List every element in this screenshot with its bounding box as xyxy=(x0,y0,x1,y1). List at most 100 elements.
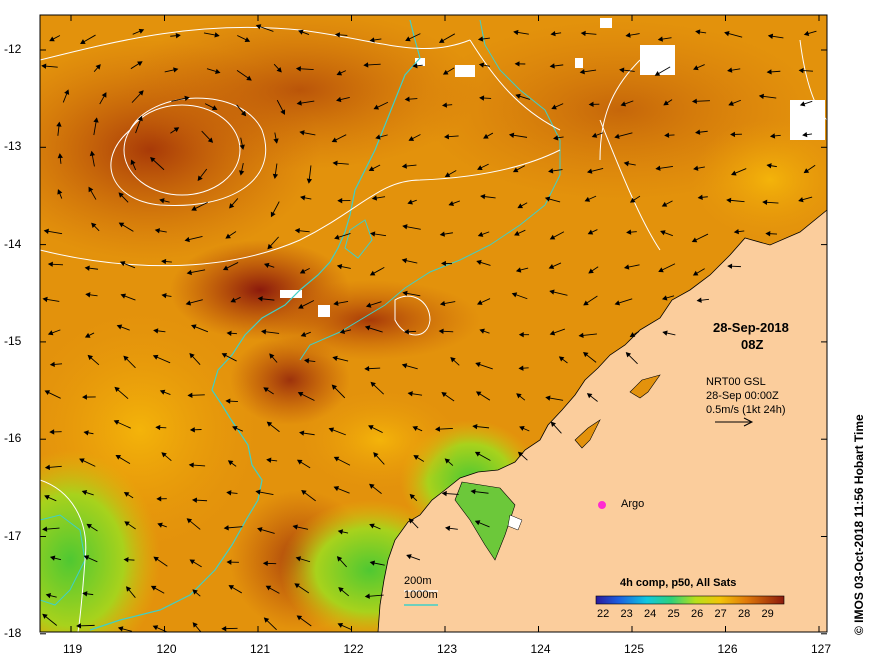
current-arrow-head xyxy=(138,28,145,34)
current-arrow-head xyxy=(798,197,804,203)
lon-tick-label: 124 xyxy=(530,642,551,656)
current-arrow-head xyxy=(123,492,130,497)
current-arrow-head xyxy=(517,451,524,457)
current-arrow-head xyxy=(439,300,446,307)
current-arrow-head xyxy=(113,420,120,425)
lon-tick-label: 120 xyxy=(156,642,177,656)
current-arrow-head xyxy=(587,229,594,235)
current-arrow-head xyxy=(296,100,302,106)
current-arrow-head xyxy=(583,300,589,306)
current-arrow-head xyxy=(696,297,702,303)
colorbar-tick-label: 29 xyxy=(761,608,774,620)
current-arrow-head xyxy=(123,557,129,563)
current-arrow-head xyxy=(225,398,231,404)
current-time: 28-Sep 00:00Z xyxy=(706,390,779,402)
current-arrow-head xyxy=(159,389,166,395)
current-arrow-head xyxy=(299,268,306,274)
current-arrow-head xyxy=(159,198,165,204)
current-arrow-head xyxy=(726,197,732,204)
current-arrow-head xyxy=(150,157,156,163)
current-arrow-head xyxy=(82,394,87,400)
current-arrow-head xyxy=(558,356,565,362)
current-arrow-head xyxy=(118,192,124,198)
current-arrow-head xyxy=(654,71,661,76)
current-arrow-head xyxy=(369,560,376,566)
current-arrow-head xyxy=(226,490,232,496)
current-arrow-head xyxy=(762,199,768,205)
colorbar-tick-label: 25 xyxy=(667,608,680,620)
current-arrow-head xyxy=(44,464,51,471)
current-source: NRT00 GSL xyxy=(706,376,766,388)
current-arrow-head xyxy=(57,189,63,195)
current-arrow-head xyxy=(93,117,99,123)
lat-tick-label: -12 xyxy=(4,42,22,56)
current-arrow-head xyxy=(298,29,304,35)
current-arrow-head xyxy=(41,63,47,69)
current-arrow-head xyxy=(444,458,451,464)
current-arrow-head xyxy=(544,196,551,202)
current-arrow-head xyxy=(188,462,194,468)
current-arrow-head xyxy=(333,300,339,306)
current-arrow-head xyxy=(84,265,90,271)
current-arrow-head xyxy=(475,362,481,368)
current-arrow-head xyxy=(83,555,90,561)
current-arrow-head xyxy=(655,165,661,171)
current-arrow-head xyxy=(514,61,520,67)
current-arrow-head xyxy=(336,556,343,562)
current-arrow-head xyxy=(244,37,251,42)
current-arrow-head xyxy=(550,421,557,427)
current-arrow-head xyxy=(579,69,585,75)
map-date: 28-Sep-2018 xyxy=(713,320,789,335)
lat-tick-label: -13 xyxy=(4,139,22,154)
current-arrow-head xyxy=(192,589,198,595)
current-arrow-head xyxy=(263,387,269,393)
current-arrow-head xyxy=(187,392,193,398)
current-arrow-head xyxy=(81,490,88,496)
current-arrow-head xyxy=(803,168,810,174)
colorbar-tick-label: 27 xyxy=(714,608,727,620)
current-arrow-head xyxy=(156,496,162,502)
current-arrow-head xyxy=(225,233,231,239)
credit-line: © IMOS 03-Oct-2018 11:56 Hobart Time xyxy=(852,414,866,635)
current-arrow-head xyxy=(263,617,270,623)
current-arrow-head xyxy=(802,131,808,138)
current-arrow-head xyxy=(588,101,594,108)
current-arrow-head xyxy=(43,228,49,234)
current-arrow-head xyxy=(189,427,195,433)
current-arrow-head xyxy=(583,351,589,358)
current-arrow-head xyxy=(239,170,245,176)
current-arrow-head xyxy=(184,236,190,243)
current-arrow-head xyxy=(334,32,340,38)
current-arrow-head xyxy=(614,133,620,139)
current-arrow-head xyxy=(620,101,627,107)
current-arrow-head xyxy=(336,96,342,103)
current-arrow-head xyxy=(435,426,441,432)
current-arrow-head xyxy=(153,556,159,562)
depth-label-200: 200m xyxy=(404,575,432,587)
current-arrow-head xyxy=(64,89,70,95)
current-arrow-head xyxy=(697,194,703,200)
current-arrow-head xyxy=(138,90,144,96)
lat-tick-label: -18 xyxy=(4,625,22,640)
current-arrow-head xyxy=(438,328,444,334)
current-arrow-head xyxy=(175,33,181,39)
current-arrow-head xyxy=(80,39,86,44)
current-arrow-head xyxy=(412,426,418,431)
current-arrow-head xyxy=(152,354,159,360)
current-arrow-head xyxy=(47,330,54,336)
current-arrow-head xyxy=(444,172,451,177)
current-arrow-head xyxy=(255,489,261,495)
current-arrow-head xyxy=(86,523,93,529)
current-arrow-head xyxy=(333,486,340,492)
current-arrow-head xyxy=(767,33,774,39)
current-arrow-head xyxy=(619,67,625,73)
current-arrow-head xyxy=(626,229,632,235)
current-arrow-head xyxy=(42,613,48,619)
current-arrow-head xyxy=(404,96,410,102)
current-arrow-head xyxy=(695,29,701,35)
current-arrow-head xyxy=(82,591,88,597)
current-arrow-head xyxy=(339,328,346,335)
current-arrow-head xyxy=(479,95,485,101)
lat-tick-label: -15 xyxy=(4,333,22,348)
current-arrow-head xyxy=(257,527,263,533)
